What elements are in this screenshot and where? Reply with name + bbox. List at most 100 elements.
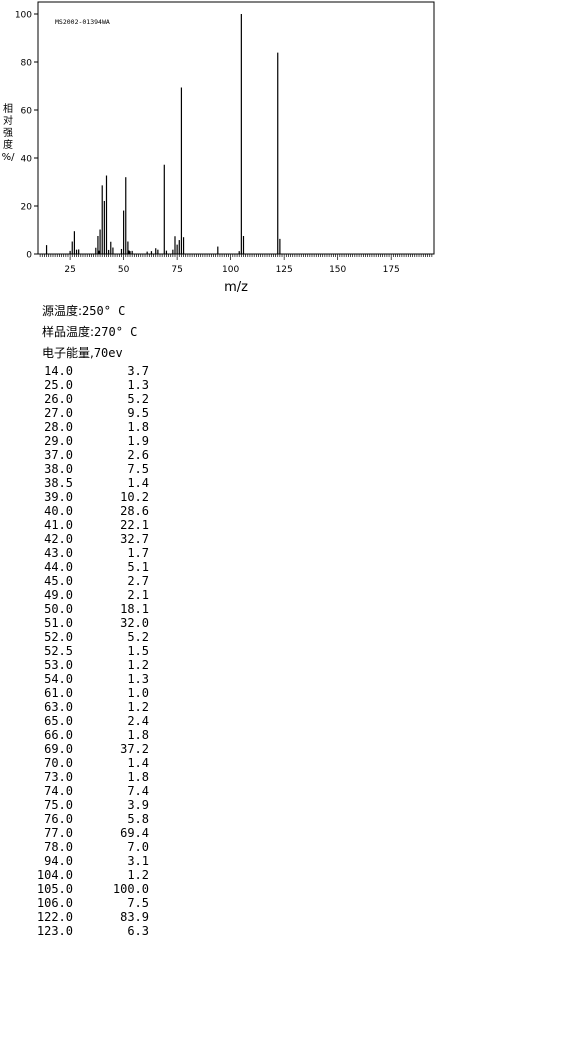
peak-abundance: 28.6: [120, 504, 149, 518]
peak-abundance: 1.8: [127, 770, 149, 784]
sample-temperature: 样品温度:270° C: [42, 323, 137, 340]
peak-abundance: 5.1: [127, 560, 149, 574]
peak-table: 14.0 3.7 25.0 1.3 26.0 5.2 27.0 9.5 28.0 1.8 29.0 1…: [28, 364, 149, 938]
peak-table-row: 65.0 2.4: [28, 714, 149, 728]
peak-abundance: 32.0: [120, 616, 149, 630]
peak-table-row: 73.0 1.8: [28, 770, 149, 784]
peak-mz: 28.0: [44, 420, 73, 434]
peak-mz: 61.0: [44, 686, 73, 700]
peak-mz: 39.0: [44, 490, 73, 504]
peak-table-row: 39.0 10.2: [28, 490, 149, 504]
peak-mz: 29.0: [44, 434, 73, 448]
peak-mz: 53.0: [44, 658, 73, 672]
peak-table-row: 26.0 5.2: [28, 392, 149, 406]
peak-abundance: 1.2: [127, 658, 149, 672]
sample-temperature-value: 270° C: [94, 325, 138, 339]
peak-table-row: 104.0 1.2: [28, 868, 149, 882]
peak-table-row: 40.0 28.6: [28, 504, 149, 518]
peak-mz: 74.0: [44, 784, 73, 798]
peak-mz: 65.0: [44, 714, 73, 728]
y-axis-title-char: 强: [3, 127, 13, 139]
peak-abundance: 22.1: [120, 518, 149, 532]
peak-abundance: 7.0: [127, 840, 149, 854]
x-axis-title: m/z: [224, 280, 248, 295]
peak-mz: 104.0: [36, 868, 73, 882]
peak-abundance: 2.4: [127, 714, 149, 728]
peak-table-row: 122.0 83.9: [28, 910, 149, 924]
peak-mz: 43.0: [44, 546, 73, 560]
peak-abundance: 1.8: [127, 420, 149, 434]
electron-energy-label: 电子能量,: [42, 346, 94, 360]
peak-abundance: 1.2: [127, 868, 149, 882]
peak-mz: 78.0: [44, 840, 73, 854]
peak-abundance: 10.2: [120, 490, 149, 504]
peak-table-row: 77.0 69.4: [28, 826, 149, 840]
peak-table-row: 106.0 7.5: [28, 896, 149, 910]
peak-abundance: 2.1: [127, 588, 149, 602]
source-temperature-label: 源温度:: [42, 304, 83, 318]
peak-mz: 27.0: [44, 406, 73, 420]
peak-table-row: 14.0 3.7: [28, 364, 149, 378]
peak-table-row: 61.0 1.0: [28, 686, 149, 700]
peak-mz: 76.0: [44, 812, 73, 826]
peak-table-row: 94.0 3.1: [28, 854, 149, 868]
x-tick-label: 100: [222, 265, 239, 275]
peak-table-row: 37.0 2.6: [28, 448, 149, 462]
peak-mz: 14.0: [44, 364, 73, 378]
peak-table-row: 27.0 9.5: [28, 406, 149, 420]
electron-energy-value: 70ev: [93, 346, 123, 360]
peak-mz: 25.0: [44, 378, 73, 392]
peak-bars: [45, 14, 281, 254]
source-temperature: 源温度:250° C: [42, 302, 125, 319]
peak-mz: 94.0: [44, 854, 73, 868]
peak-abundance: 1.4: [127, 476, 149, 490]
x-tick-label: 75: [171, 265, 182, 275]
peak-abundance: 1.0: [127, 686, 149, 700]
peak-abundance: 37.2: [120, 742, 149, 756]
peak-mz: 123.0: [36, 924, 73, 938]
peak-abundance: 100.0: [112, 882, 149, 896]
peak-table-row: 74.0 7.4: [28, 784, 149, 798]
peak-table-row: 41.0 22.1: [28, 518, 149, 532]
peak-mz: 75.0: [44, 798, 73, 812]
peak-table-row: 54.0 1.3: [28, 672, 149, 686]
peak-mz: 50.0: [44, 602, 73, 616]
peak-table-row: 52.0 5.2: [28, 630, 149, 644]
peak-mz: 69.0: [44, 742, 73, 756]
x-tick-label: 125: [276, 265, 293, 275]
y-axis-title-char: 对: [3, 114, 13, 127]
peak-mz: 52.5: [44, 644, 73, 658]
peak-abundance: 1.8: [127, 728, 149, 742]
peak-abundance: 2.6: [127, 448, 149, 462]
peak-mz: 41.0: [44, 518, 73, 532]
peak-abundance: 3.7: [127, 364, 149, 378]
peak-table-row: 78.0 7.0: [28, 840, 149, 854]
peak-table-row: 53.0 1.2: [28, 658, 149, 672]
peak-table-row: 123.0 6.3: [28, 924, 149, 938]
peak-abundance: 1.3: [127, 378, 149, 392]
peak-mz: 77.0: [44, 826, 73, 840]
peak-mz: 42.0: [44, 532, 73, 546]
peak-table-row: 76.0 5.8: [28, 812, 149, 826]
peak-abundance: 1.4: [127, 756, 149, 770]
y-tick-label: 100: [15, 11, 32, 21]
peak-abundance: 5.2: [127, 392, 149, 406]
y-tick-label: 40: [21, 155, 33, 165]
peak-mz: 40.0: [44, 504, 73, 518]
peak-table-row: 44.0 5.1: [28, 560, 149, 574]
peak-mz: 45.0: [44, 574, 73, 588]
electron-energy: 电子能量,70ev: [42, 344, 123, 361]
y-axis-title-char: 相: [3, 102, 13, 115]
peak-mz: 63.0: [44, 700, 73, 714]
peak-mz: 73.0: [44, 770, 73, 784]
peak-abundance: 1.9: [127, 434, 149, 448]
source-temperature-value: 250° C: [82, 304, 126, 318]
peak-abundance: 9.5: [127, 406, 149, 420]
peak-abundance: 7.5: [127, 462, 149, 476]
peak-table-row: 50.0 18.1: [28, 602, 149, 616]
peak-table-row: 70.0 1.4: [28, 756, 149, 770]
x-tick-label: 150: [329, 265, 346, 275]
peak-mz: 49.0: [44, 588, 73, 602]
